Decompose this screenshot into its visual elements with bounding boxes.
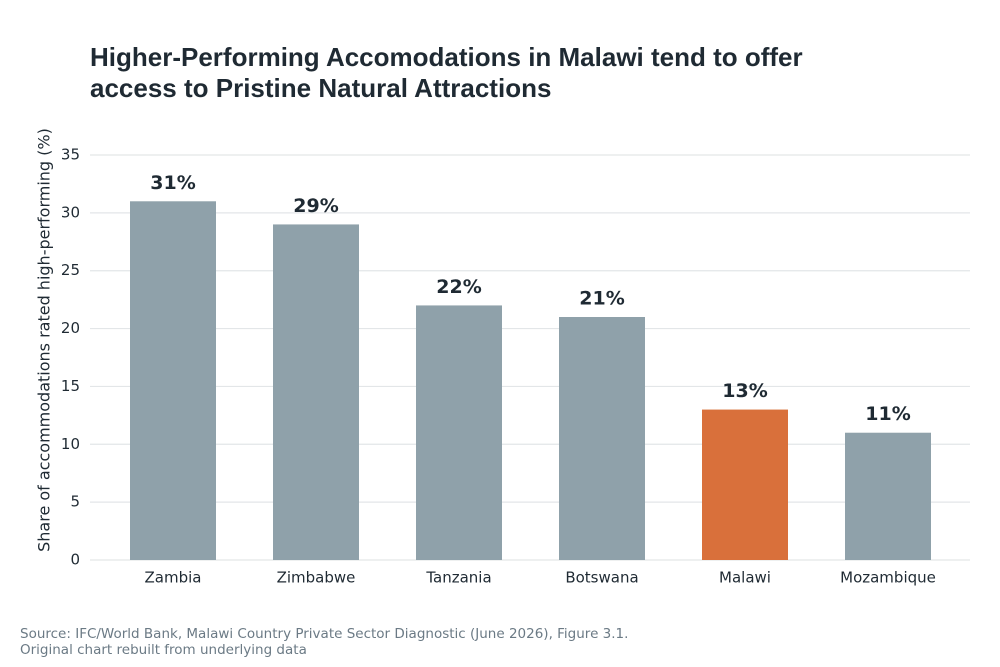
bar bbox=[845, 432, 931, 560]
y-tick-label: 0 bbox=[70, 551, 80, 569]
value-label: 31% bbox=[150, 172, 195, 194]
x-tick-label: Zambia bbox=[145, 569, 202, 587]
y-tick-label: 10 bbox=[61, 435, 80, 453]
source: Source: IFC/World Bank, Malawi Country P… bbox=[20, 626, 629, 642]
y-tick-label: 35 bbox=[61, 146, 80, 164]
bar bbox=[559, 317, 645, 560]
y-tick-label: 30 bbox=[61, 203, 80, 221]
bar bbox=[702, 409, 788, 560]
bar bbox=[416, 305, 502, 560]
x-tick-label: Tanzania bbox=[425, 569, 491, 587]
value-label: 21% bbox=[579, 288, 624, 310]
y-tick-label: 15 bbox=[61, 377, 80, 395]
value-label: 13% bbox=[722, 380, 767, 402]
bar bbox=[130, 201, 216, 561]
x-tick-label: Mozambique bbox=[840, 569, 936, 587]
x-tick-label: Zimbabwe bbox=[277, 569, 356, 587]
y-tick-label: 5 bbox=[70, 493, 80, 511]
value-label: 11% bbox=[865, 403, 910, 425]
x-tick-label: Malawi bbox=[719, 569, 771, 587]
value-label: 29% bbox=[293, 195, 338, 217]
y-tick-label: 20 bbox=[61, 319, 80, 337]
y-tick-label: 25 bbox=[61, 261, 80, 279]
x-tick-label: Botswana bbox=[565, 569, 638, 587]
chart-title: Higher-Performing Accomodations in Malaw… bbox=[90, 42, 803, 103]
value-label: 22% bbox=[436, 276, 481, 298]
y-axis-label: Share of accommodations rated high-perfo… bbox=[35, 128, 54, 552]
note: Original chart rebuilt from underlying d… bbox=[20, 642, 307, 658]
bar bbox=[273, 224, 359, 560]
